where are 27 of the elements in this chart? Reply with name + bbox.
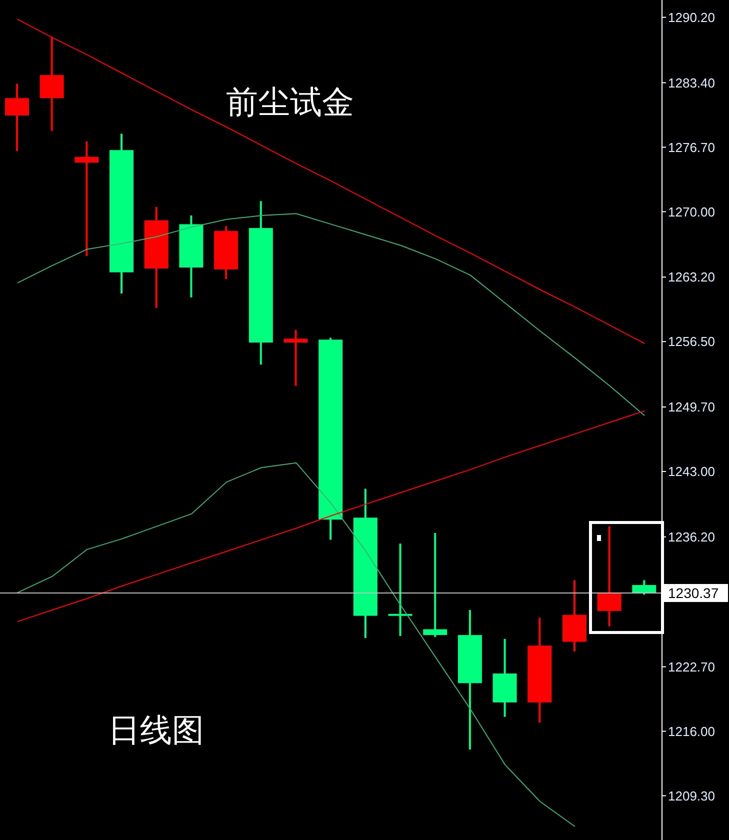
y-tick-label: 1283.40 [668,75,715,90]
ref-line-label: 1230.37 [668,585,719,602]
line-series [16,213,646,416]
y-tick-label: 1209.30 [668,788,715,804]
y-tick-label: 1290.20 [668,10,715,25]
line-series [16,410,646,622]
y-tick-label: 1270.00 [668,204,715,220]
candlestick [632,579,656,596]
annotation: 日线图 [108,711,204,749]
y-tick-label: 1216.00 [668,724,715,739]
candlestick [284,329,308,387]
candlestick [5,82,29,152]
annotation: 前尘试金 [226,83,354,121]
y-tick-label: 1236.20 [668,530,715,545]
y-tick-label: 1222.70 [668,659,715,674]
candlestick [423,532,448,638]
candlestick [388,542,412,638]
y-tick-label: 1249.70 [668,400,715,415]
candlestick [40,36,64,132]
y-tick-label: 1256.50 [668,334,715,350]
candlestick [597,525,622,628]
y-tick-label: 1276.70 [668,140,715,155]
candlestick [74,140,99,257]
line-series [16,462,576,828]
y-tick-label: 1263.20 [668,270,715,285]
y-tick-label: 1243.00 [668,464,715,480]
line-series [16,18,646,344]
